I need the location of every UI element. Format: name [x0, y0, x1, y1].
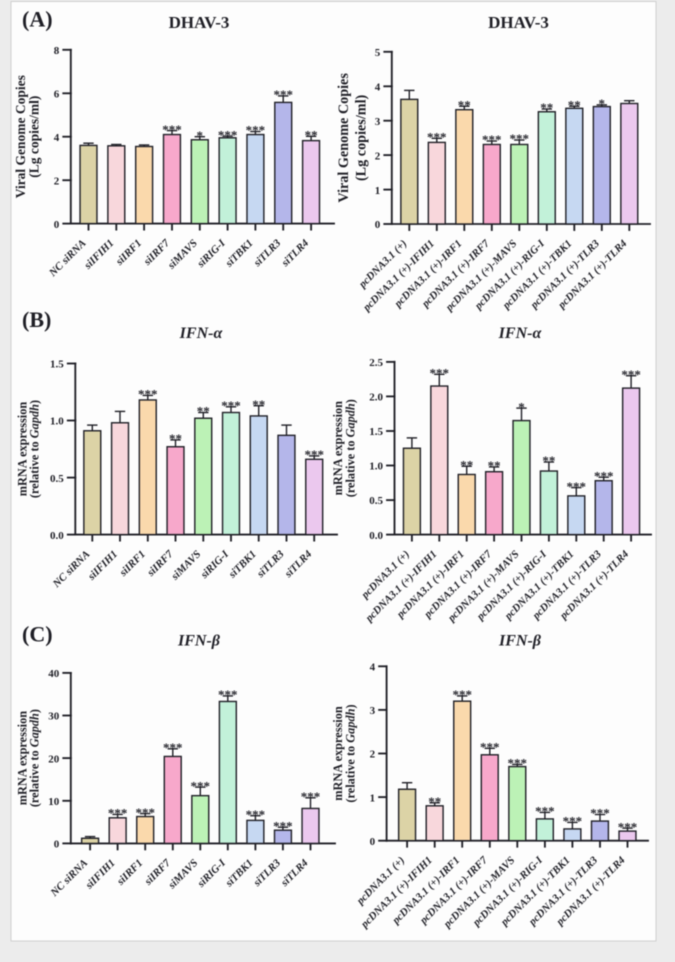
svg-text:***: *** — [482, 132, 502, 147]
svg-text:***: *** — [510, 131, 530, 146]
svg-text:**: ** — [540, 100, 553, 115]
svg-text:***: *** — [246, 807, 266, 822]
svg-text:0: 0 — [370, 836, 376, 848]
svg-text:***: *** — [590, 806, 610, 821]
svg-text:***: *** — [191, 778, 211, 793]
svg-text:(relative to Gapdh): (relative to Gapdh) — [28, 709, 42, 807]
svg-text:**: ** — [488, 458, 501, 473]
svg-text:***: *** — [218, 687, 238, 702]
svg-text:(Lg copies/ml): (Lg copies/ml) — [354, 94, 370, 181]
svg-text:***: *** — [273, 818, 293, 833]
svg-text:***: *** — [621, 367, 641, 382]
svg-text:3: 3 — [375, 116, 381, 128]
svg-text:(relative to Gapdh): (relative to Gapdh) — [28, 400, 42, 498]
svg-text:IFN-α: IFN-α — [179, 325, 224, 342]
svg-text:**: ** — [568, 97, 581, 112]
svg-text:***: *** — [138, 387, 158, 402]
svg-text:1: 1 — [375, 185, 381, 197]
svg-text:0.5: 0.5 — [369, 495, 383, 507]
svg-text:(relative to Gapdh): (relative to Gapdh) — [344, 704, 358, 802]
svg-text:**: ** — [458, 97, 471, 112]
svg-text:0.0: 0.0 — [369, 530, 383, 542]
svg-text:4: 4 — [370, 662, 376, 674]
svg-text:***: *** — [135, 805, 155, 820]
svg-text:***: *** — [480, 740, 500, 755]
svg-text:Viral Genome Copies: Viral Genome Copies — [13, 75, 28, 198]
svg-text:2: 2 — [54, 175, 60, 187]
svg-text:mRNA expression: mRNA expression — [331, 401, 345, 496]
svg-text:3: 3 — [370, 705, 376, 717]
svg-text:mRNA expression: mRNA expression — [331, 706, 345, 801]
svg-text:0: 0 — [375, 219, 381, 231]
svg-text:***: *** — [452, 687, 472, 702]
svg-text:**: ** — [197, 404, 210, 419]
svg-text:***: *** — [563, 814, 583, 829]
svg-text:1.5: 1.5 — [50, 359, 64, 371]
svg-text:***: *** — [246, 123, 266, 138]
svg-text:2.5: 2.5 — [369, 357, 383, 369]
svg-text:1.0: 1.0 — [50, 416, 64, 428]
svg-text:***: *** — [108, 806, 128, 821]
svg-text:***: *** — [535, 804, 555, 819]
svg-text:(C): (C) — [22, 622, 53, 647]
svg-text:*: * — [599, 96, 606, 111]
svg-text:0.0: 0.0 — [50, 530, 64, 542]
svg-text:(A): (A) — [22, 7, 53, 32]
svg-text:IFN-β: IFN-β — [498, 633, 542, 650]
svg-text:***: *** — [567, 479, 587, 494]
svg-text:***: *** — [218, 127, 238, 142]
svg-text:mRNA expression: mRNA expression — [16, 402, 30, 497]
svg-text:0.5: 0.5 — [50, 473, 64, 485]
svg-text:30: 30 — [48, 711, 60, 723]
svg-text:(B): (B) — [22, 307, 51, 332]
svg-text:**: ** — [252, 397, 265, 412]
svg-text:4: 4 — [54, 132, 60, 144]
svg-text:2: 2 — [375, 150, 381, 162]
svg-text:**: ** — [460, 457, 473, 472]
svg-text:0: 0 — [54, 839, 60, 851]
svg-text:DHAV-3: DHAV-3 — [488, 13, 549, 32]
svg-text:(Lg copies/ml): (Lg copies/ml) — [27, 96, 42, 178]
svg-text:**: ** — [305, 128, 318, 143]
svg-text:DHAV-3: DHAV-3 — [169, 13, 230, 32]
svg-text:***: *** — [304, 447, 324, 462]
svg-text:*: * — [197, 128, 204, 143]
svg-text:20: 20 — [48, 753, 60, 765]
svg-text:mRNA expression: mRNA expression — [16, 711, 30, 806]
svg-text:6: 6 — [54, 89, 60, 101]
svg-text:1: 1 — [370, 792, 376, 804]
svg-text:Viral Genome Copies: Viral Genome Copies — [336, 73, 352, 203]
svg-text:***: *** — [301, 789, 321, 804]
svg-text:***: *** — [162, 122, 182, 137]
svg-text:**: ** — [169, 431, 182, 446]
svg-text:IFN-β: IFN-β — [177, 633, 221, 650]
svg-text:**: ** — [428, 794, 441, 809]
svg-text:***: *** — [273, 87, 293, 102]
svg-text:4: 4 — [375, 82, 381, 94]
svg-text:8: 8 — [54, 45, 60, 57]
svg-text:***: *** — [618, 819, 638, 834]
svg-text:5: 5 — [375, 47, 381, 59]
svg-text:1.5: 1.5 — [369, 426, 383, 438]
svg-text:*: * — [518, 399, 525, 414]
svg-text:**: ** — [542, 453, 555, 468]
svg-text:2: 2 — [370, 749, 376, 761]
svg-text:***: *** — [508, 756, 528, 771]
svg-text:***: *** — [221, 398, 241, 413]
svg-text:1.0: 1.0 — [369, 461, 383, 473]
svg-text:10: 10 — [48, 796, 60, 808]
svg-text:***: *** — [594, 468, 614, 483]
svg-text:***: *** — [427, 130, 447, 145]
svg-text:40: 40 — [48, 668, 60, 680]
svg-text:***: *** — [163, 740, 183, 755]
svg-text:IFN-α: IFN-α — [498, 325, 543, 342]
svg-text:***: *** — [430, 366, 450, 381]
svg-text:(relative to Gapdh): (relative to Gapdh) — [344, 399, 358, 497]
svg-text:2.0: 2.0 — [369, 392, 383, 404]
svg-text:0: 0 — [54, 219, 60, 231]
